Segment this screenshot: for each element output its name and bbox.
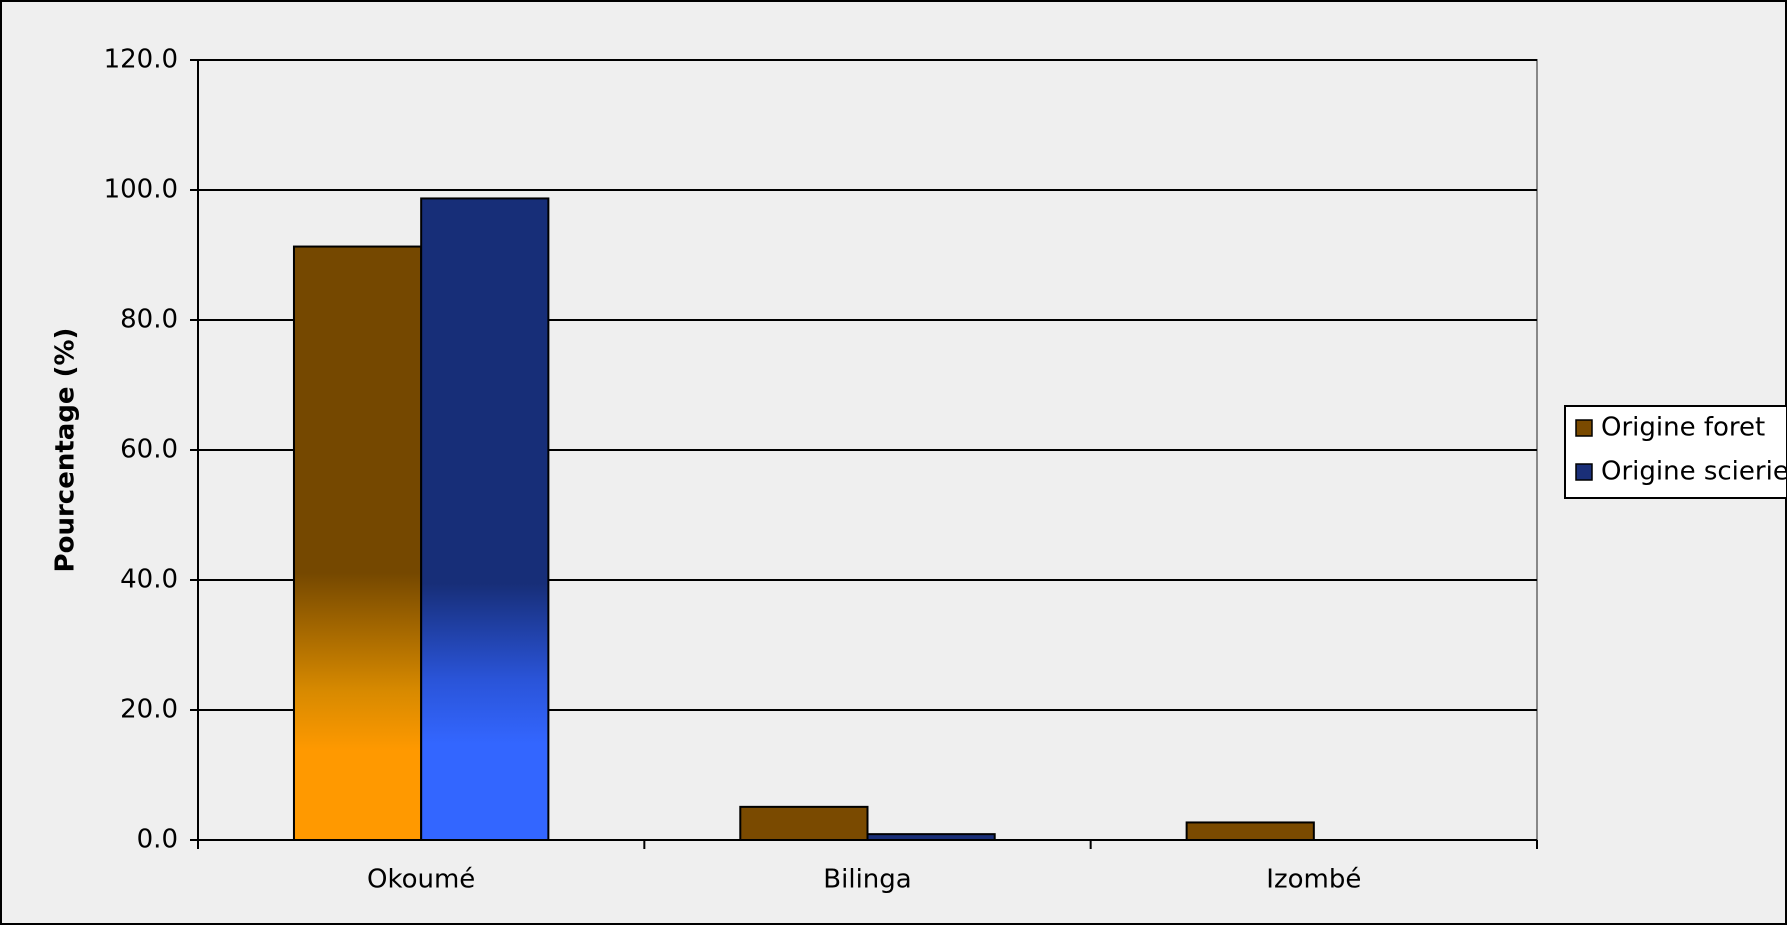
y-tick-label: 80.0 [120, 305, 178, 335]
y-tick-label: 0.0 [137, 825, 178, 855]
y-axis-label: Pourcentage (%) [51, 328, 81, 573]
bar [420, 197, 550, 841]
y-tick-label: 100.0 [104, 175, 178, 205]
legend-swatch [1575, 419, 1593, 437]
x-tick-label: Izombé [1266, 865, 1361, 895]
y-tick-label: 40.0 [120, 565, 178, 595]
x-tick-label: Okoumé [367, 865, 475, 895]
x-tick-label: Bilinga [823, 865, 911, 895]
legend-box [1564, 405, 1787, 499]
bar [292, 245, 423, 842]
legend-label: Origine scierie [1601, 457, 1787, 487]
bar [866, 833, 996, 842]
legend-label: Origine foret [1601, 413, 1765, 443]
legend-swatch [1575, 463, 1593, 481]
y-tick-label: 20.0 [120, 695, 178, 725]
bar [739, 805, 869, 841]
y-tick-label: 120.0 [104, 45, 178, 75]
bar [1185, 821, 1315, 842]
y-tick-label: 60.0 [120, 435, 178, 465]
